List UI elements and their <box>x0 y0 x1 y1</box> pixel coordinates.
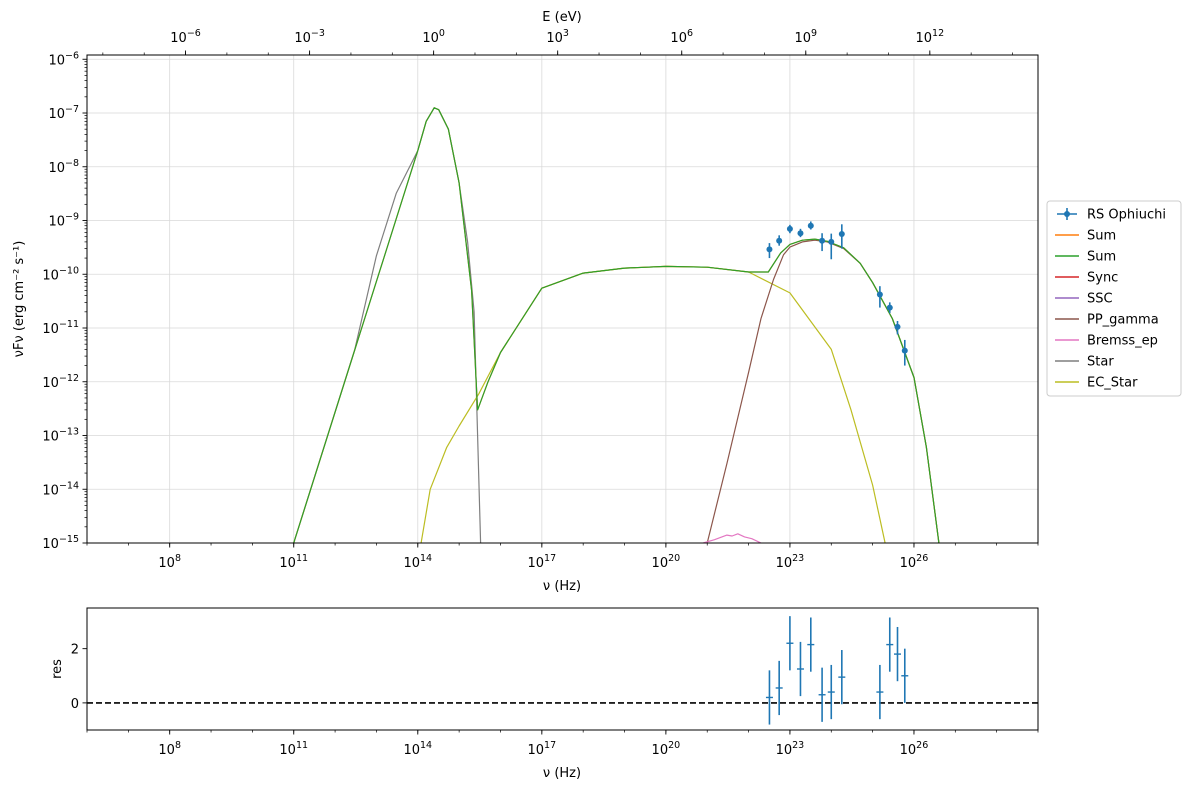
x-tick-label: 108 <box>158 553 181 571</box>
legend: RS Ophiuchi Sum Sum Sync SSC PP_gamma Bremss_e… <box>1046 200 1182 397</box>
residual-y-tick-label: 0 <box>71 697 79 712</box>
residual-x-tick-label: 1020 <box>652 740 681 758</box>
top-tick-label: 10−3 <box>294 28 325 46</box>
residual-body <box>87 616 1038 725</box>
data-point <box>886 304 893 311</box>
legend-label: Sum <box>1087 229 1116 244</box>
y-tick-label: 10−14 <box>42 480 79 498</box>
legend-label: RS Ophiuchi <box>1087 208 1166 223</box>
data-point <box>894 323 901 330</box>
legend-frame <box>1046 200 1182 397</box>
data-point <box>901 347 908 354</box>
data-point <box>807 222 814 229</box>
top-tick-label: 106 <box>670 28 693 46</box>
legend-label: Sync <box>1087 271 1118 286</box>
top-tick-label: 10−6 <box>170 28 201 46</box>
main-x-axis-label: ν (Hz) <box>543 579 581 594</box>
data-point <box>876 291 883 298</box>
top-tick-label: 103 <box>546 28 569 46</box>
residual-x-tick-label: 1026 <box>900 740 929 758</box>
data-point <box>776 237 783 244</box>
series-line-bremss_ep <box>703 533 762 543</box>
y-tick-label: 10−15 <box>42 534 79 552</box>
legend-label: SSC <box>1087 292 1113 307</box>
residual-x-tick-label: 1017 <box>528 740 557 758</box>
residual-x-tick-label: 1023 <box>776 740 805 758</box>
x-tick-label: 1011 <box>279 553 308 571</box>
data-point <box>797 230 804 237</box>
main-y-ticks: 10−15 10−14 10−13 10−12 10−11 10−10 10−9 10−8 10… <box>42 50 87 552</box>
data-point <box>786 225 793 232</box>
residual-y-axis-label: res <box>50 659 65 679</box>
residual-plot-frame <box>86 607 1039 731</box>
y-tick-label: 10−8 <box>48 158 79 176</box>
x-tick-label: 1020 <box>652 553 681 571</box>
legend-label: Sum <box>1087 250 1116 265</box>
y-tick-label: 10−13 <box>42 427 79 445</box>
legend-label: PP_gamma <box>1087 313 1159 328</box>
data-point <box>819 237 826 244</box>
main-y-axis-label: νFν (erg cm⁻² s⁻¹) <box>12 241 27 358</box>
legend-label: Star <box>1087 355 1114 370</box>
legend-label: EC_Star <box>1087 376 1138 391</box>
residual-plot: 108 1011 1014 1017 1020 1023 1026 02 ν (Hz) re… <box>50 607 1039 781</box>
top-tick-label: 1012 <box>915 28 944 46</box>
y-tick-label: 10−9 <box>48 212 79 230</box>
main-x-ticks: 108 1011 1014 1017 1020 1023 1026 <box>86 543 1039 571</box>
main-grid <box>87 55 1038 543</box>
main-plot: 108 1011 1014 1017 1020 1023 1026 10−6 10−3 100 1… <box>12 10 1039 594</box>
main-series <box>293 107 940 543</box>
top-axis-label: E (eV) <box>542 10 581 25</box>
y-tick-label: 10−7 <box>48 104 79 122</box>
main-plot-frame <box>86 54 1039 544</box>
residual-x-tick-label: 1014 <box>403 740 432 758</box>
data-point <box>828 238 835 245</box>
top-tick-label: 109 <box>794 28 817 46</box>
y-tick-label: 10−11 <box>42 319 79 337</box>
y-tick-label: 10−10 <box>42 265 79 283</box>
residual-x-axis-label: ν (Hz) <box>543 766 581 781</box>
residual-y-ticks: 02 <box>71 643 87 712</box>
legend-marker-point <box>1064 211 1070 217</box>
residual-x-ticks: 108 1011 1014 1017 1020 1023 1026 <box>86 730 1039 758</box>
residual-x-tick-label: 1011 <box>279 740 308 758</box>
residual-y-tick-label: 2 <box>71 643 79 658</box>
top-tick-label: 100 <box>422 28 445 46</box>
data-point <box>766 246 773 253</box>
data-point <box>838 231 845 238</box>
x-tick-label: 1026 <box>900 553 929 571</box>
series-line-sum <box>293 107 940 543</box>
x-tick-label: 1017 <box>528 553 557 571</box>
y-tick-label: 10−6 <box>48 50 79 68</box>
y-tick-label: 10−12 <box>42 373 79 391</box>
main-top-ticks: 10−6 10−3 100 103 106 109 1012 <box>102 28 1013 55</box>
residual-x-tick-label: 108 <box>158 740 181 758</box>
legend-label: Bremss_ep <box>1087 334 1158 349</box>
x-tick-label: 1014 <box>403 553 432 571</box>
x-tick-label: 1023 <box>776 553 805 571</box>
main-data-points <box>766 221 908 366</box>
